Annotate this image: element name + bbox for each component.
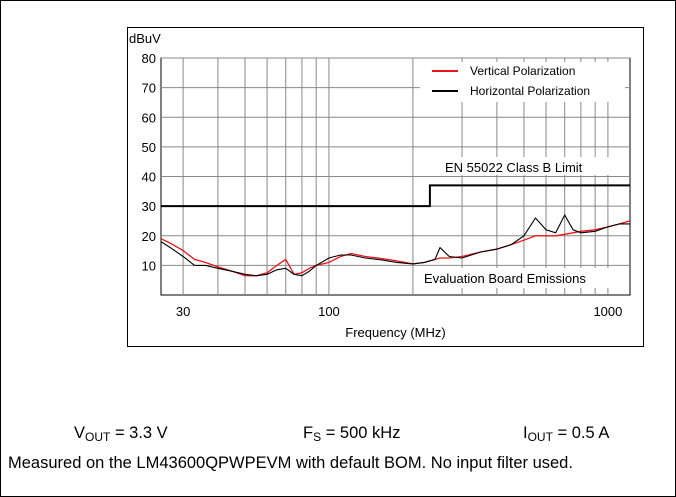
y-tick-label: 30 bbox=[142, 199, 156, 214]
vout-symbol: V bbox=[74, 424, 86, 442]
y-tick-label: 10 bbox=[142, 258, 156, 273]
fs-condition: FS = 500 kHz bbox=[303, 424, 400, 444]
y-tick-label: 80 bbox=[142, 51, 156, 66]
legend-label-horizontal: Horizontal Polarization bbox=[470, 84, 590, 98]
limit-annotation-bg bbox=[440, 157, 615, 175]
iout-value: = 0.5 A bbox=[552, 424, 610, 442]
class-b-limit-line bbox=[161, 184, 630, 208]
iout-symbol: I bbox=[523, 424, 528, 442]
y-tick-label: 20 bbox=[142, 229, 156, 244]
x-tick-label: 1000 bbox=[593, 304, 622, 319]
horizontal-polarization-line bbox=[160, 213, 630, 277]
x-tick-label: 100 bbox=[318, 304, 340, 319]
y-axis-unit: dBuV bbox=[129, 31, 161, 46]
y-tick-label: 70 bbox=[142, 81, 156, 96]
legend-label-vertical: Vertical Polarization bbox=[470, 64, 575, 78]
x-tick-label: 30 bbox=[176, 304, 190, 319]
emissions-annotation-bg bbox=[420, 268, 625, 288]
vout-condition: VOUT = 3.3 V bbox=[74, 424, 168, 444]
fs-symbol: F bbox=[303, 424, 314, 442]
legend-box bbox=[420, 62, 625, 102]
vertical-polarization-line bbox=[160, 220, 631, 277]
y-tick-label: 60 bbox=[142, 110, 156, 125]
y-tick-label: 50 bbox=[142, 140, 156, 155]
iout-subscript: OUT bbox=[527, 430, 553, 444]
emissions-annotation: Evaluation Board Emissions bbox=[424, 271, 586, 286]
iout-condition: IOUT = 0.5 A bbox=[523, 424, 609, 444]
x-axis-label: Frequency (MHz) bbox=[345, 325, 445, 340]
vout-subscript: OUT bbox=[85, 430, 111, 444]
limit-annotation: EN 55022 Class B Limit bbox=[445, 160, 583, 175]
fs-subscript: S bbox=[313, 430, 322, 444]
measurement-note: Measured on the LM43600QPWPEVM with defa… bbox=[8, 454, 573, 472]
vout-value: = 3.3 V bbox=[110, 424, 168, 442]
fs-value: = 500 kHz bbox=[321, 424, 401, 442]
y-tick-label: 40 bbox=[142, 170, 156, 185]
